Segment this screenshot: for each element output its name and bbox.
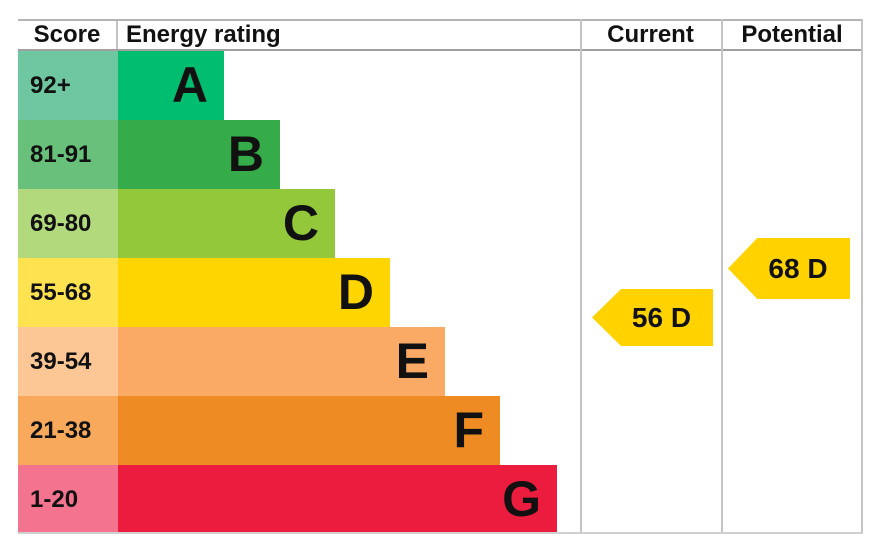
score-range-f: 21-38 bbox=[18, 396, 118, 465]
table-header: Score Energy rating Current Potential bbox=[18, 19, 863, 51]
score-range-g: 1-20 bbox=[18, 465, 118, 534]
rating-bar-b: B bbox=[118, 120, 280, 189]
rating-row-a: 92+ A bbox=[18, 51, 863, 120]
rating-letter-e: E bbox=[395, 333, 429, 389]
rating-row-d: 55-68 D bbox=[18, 258, 863, 327]
rating-bar-d: D bbox=[118, 258, 390, 327]
rating-bar-c: C bbox=[118, 189, 335, 258]
rating-bar-e: E bbox=[118, 327, 445, 396]
current-rating-arrow: 56 D bbox=[592, 289, 713, 346]
score-range-b: 81-91 bbox=[18, 120, 118, 189]
rating-row-f: 21-38 F bbox=[18, 396, 863, 465]
table-bottom-border bbox=[18, 532, 863, 534]
potential-rating-label: 68 D bbox=[768, 252, 828, 284]
rating-bar-a: A bbox=[118, 51, 224, 120]
rating-letter-b: B bbox=[227, 126, 264, 182]
rating-row-c: 69-80 C bbox=[18, 189, 863, 258]
rating-row-b: 81-91 B bbox=[18, 120, 863, 189]
score-range-c: 69-80 bbox=[18, 189, 118, 258]
score-range-a: 92+ bbox=[18, 51, 118, 120]
rating-rows: 92+ A 81-91 B 69-80 C 55-68 D 39-54 E 21… bbox=[18, 51, 863, 534]
potential-column-divider bbox=[721, 19, 723, 534]
rating-letter-c: C bbox=[282, 195, 319, 251]
header-energy-rating: Energy rating bbox=[126, 21, 281, 48]
current-rating-label: 56 D bbox=[631, 301, 692, 333]
rating-bar-f: F bbox=[118, 396, 500, 465]
header-potential: Potential bbox=[741, 21, 843, 48]
rating-letter-a: A bbox=[171, 57, 208, 113]
score-range-d: 55-68 bbox=[18, 258, 118, 327]
rating-row-e: 39-54 E bbox=[18, 327, 863, 396]
table-right-border bbox=[861, 19, 863, 534]
score-range-e: 39-54 bbox=[18, 327, 118, 396]
header-current: Current bbox=[607, 21, 694, 48]
rating-bar-g: G bbox=[118, 465, 557, 534]
rating-letter-g: G bbox=[502, 471, 541, 527]
current-column-divider bbox=[580, 19, 582, 534]
rating-letter-d: D bbox=[337, 264, 374, 320]
rating-row-g: 1-20 G bbox=[18, 465, 863, 534]
potential-rating-arrow: 68 D bbox=[728, 238, 850, 299]
header-score: Score bbox=[18, 21, 118, 49]
rating-letter-f: F bbox=[453, 402, 484, 458]
rating-table: Score Energy rating Current Potential 92… bbox=[18, 19, 863, 534]
